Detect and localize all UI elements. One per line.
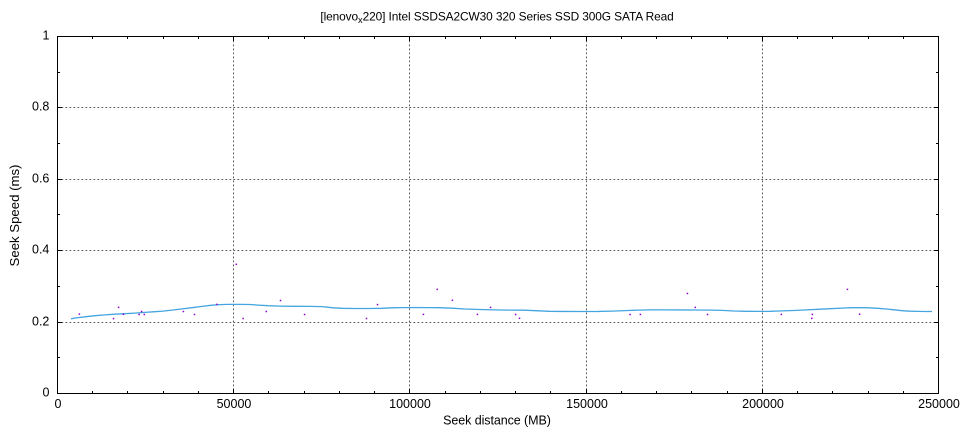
- svg-text:Seek distance (MB): Seek distance (MB): [443, 413, 551, 427]
- svg-text:100000: 100000: [389, 397, 431, 411]
- svg-text:[lenovox220] Intel SSDSA2CW30: [lenovox220] Intel SSDSA2CW30 320 Series…: [320, 9, 673, 25]
- svg-text:0: 0: [42, 386, 49, 400]
- svg-text:150000: 150000: [566, 397, 608, 411]
- svg-text:0.8: 0.8: [32, 100, 49, 114]
- svg-text:0.4: 0.4: [32, 243, 49, 257]
- svg-text:Seek Speed (ms): Seek Speed (ms): [7, 165, 22, 267]
- svg-text:250000: 250000: [918, 397, 960, 411]
- svg-text:1: 1: [42, 29, 49, 43]
- svg-text:50000: 50000: [217, 397, 252, 411]
- svg-text:0.2: 0.2: [32, 315, 49, 329]
- svg-text:0.6: 0.6: [32, 172, 49, 186]
- svg-text:0: 0: [55, 397, 62, 411]
- svg-text:200000: 200000: [742, 397, 784, 411]
